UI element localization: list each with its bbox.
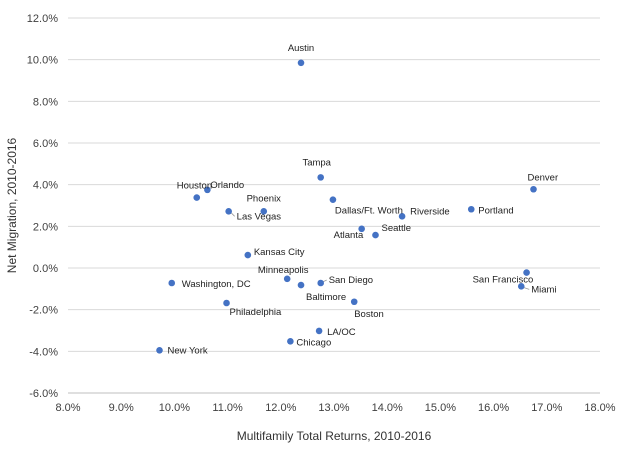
point-label: Chicago bbox=[296, 337, 331, 348]
y-tick-label: 0.0% bbox=[33, 263, 58, 275]
data-point bbox=[350, 298, 358, 306]
point-label: Houston bbox=[177, 181, 212, 192]
point-label: New York bbox=[168, 345, 208, 356]
point-label: Seattle bbox=[381, 223, 411, 234]
point-label: Orlando bbox=[210, 180, 244, 191]
point-label: Philadelphia bbox=[230, 307, 282, 318]
point-label: Dallas/Ft. Worth bbox=[335, 206, 403, 217]
y-tick-label: -2.0% bbox=[29, 305, 58, 317]
x-tick-label: 17.0% bbox=[531, 402, 562, 414]
data-point bbox=[225, 208, 232, 215]
point-label: Austin bbox=[288, 43, 314, 54]
x-tick-label: 12.0% bbox=[265, 402, 296, 414]
data-point bbox=[283, 275, 291, 283]
data-point bbox=[398, 213, 406, 220]
y-tick-label: 6.0% bbox=[33, 138, 58, 150]
x-tick-label: 18.0% bbox=[584, 402, 615, 414]
point-label: LA/OC bbox=[327, 327, 356, 338]
point-label: San Francisco bbox=[473, 275, 534, 286]
data-point bbox=[530, 185, 537, 193]
x-tick-label: 8.0% bbox=[55, 402, 80, 414]
x-tick-label: 9.0% bbox=[109, 402, 134, 414]
point-label: Denver bbox=[528, 172, 559, 183]
data-point bbox=[223, 299, 230, 307]
point-label: Washington, DC bbox=[182, 279, 251, 290]
data-point bbox=[317, 174, 325, 181]
data-point bbox=[329, 196, 337, 203]
point-label: Phoenix bbox=[247, 193, 282, 204]
data-point bbox=[193, 194, 201, 201]
y-tick-label: 2.0% bbox=[33, 221, 58, 233]
data-point bbox=[517, 283, 525, 290]
data-point bbox=[315, 327, 323, 335]
data-point bbox=[523, 269, 530, 276]
x-tick-label: 13.0% bbox=[318, 402, 349, 414]
data-point bbox=[358, 225, 365, 233]
data-point bbox=[467, 205, 475, 213]
point-label: Baltimore bbox=[306, 292, 346, 303]
y-tick-label: -4.0% bbox=[29, 346, 58, 358]
data-point bbox=[156, 346, 163, 354]
point-label: Riverside bbox=[410, 206, 450, 217]
gridlines bbox=[68, 17, 600, 352]
data-point bbox=[244, 251, 252, 259]
tick-labels: -6.0% -4.0% -2.0% 0.0% 2.0% 4.0% 6.0% 8.0% 10.0%… bbox=[27, 13, 616, 414]
point-label: Kansas City bbox=[254, 247, 305, 258]
y-tick-label: 10.0% bbox=[27, 55, 58, 67]
point-label: Tampa bbox=[302, 157, 331, 168]
x-tick-label: 14.0% bbox=[372, 402, 403, 414]
y-tick-label: -6.0% bbox=[29, 388, 58, 400]
data-point bbox=[204, 186, 211, 194]
point-label: Atlanta bbox=[334, 230, 364, 241]
point-label: Miami bbox=[531, 284, 556, 295]
data-point bbox=[372, 231, 379, 239]
x-tick-label: 15.0% bbox=[425, 402, 456, 414]
point-label: San Diego bbox=[329, 275, 373, 286]
x-tick-label: 11.0% bbox=[212, 402, 243, 414]
data-point bbox=[297, 59, 305, 67]
x-tick-label: 10.0% bbox=[159, 402, 190, 414]
y-tick-label: 12.0% bbox=[27, 13, 58, 25]
data-point bbox=[297, 281, 305, 289]
y-axis-title: Net Migration, 2010-2016 bbox=[5, 137, 19, 273]
data-point bbox=[260, 208, 268, 215]
point-label: Boston bbox=[354, 309, 384, 320]
data-point bbox=[317, 279, 325, 287]
point-label: Las Vegas bbox=[237, 211, 282, 222]
y-tick-label: 4.0% bbox=[33, 180, 58, 192]
x-axis-title: Multifamily Total Returns, 2010-2016 bbox=[237, 429, 432, 443]
data-point bbox=[287, 338, 294, 345]
point-label: Portland bbox=[478, 205, 513, 216]
point-label: Minneapolis bbox=[258, 265, 309, 276]
y-tick-label: 8.0% bbox=[33, 96, 58, 108]
data-point bbox=[168, 279, 176, 287]
x-tick-label: 16.0% bbox=[478, 402, 509, 414]
data-points bbox=[156, 59, 537, 354]
